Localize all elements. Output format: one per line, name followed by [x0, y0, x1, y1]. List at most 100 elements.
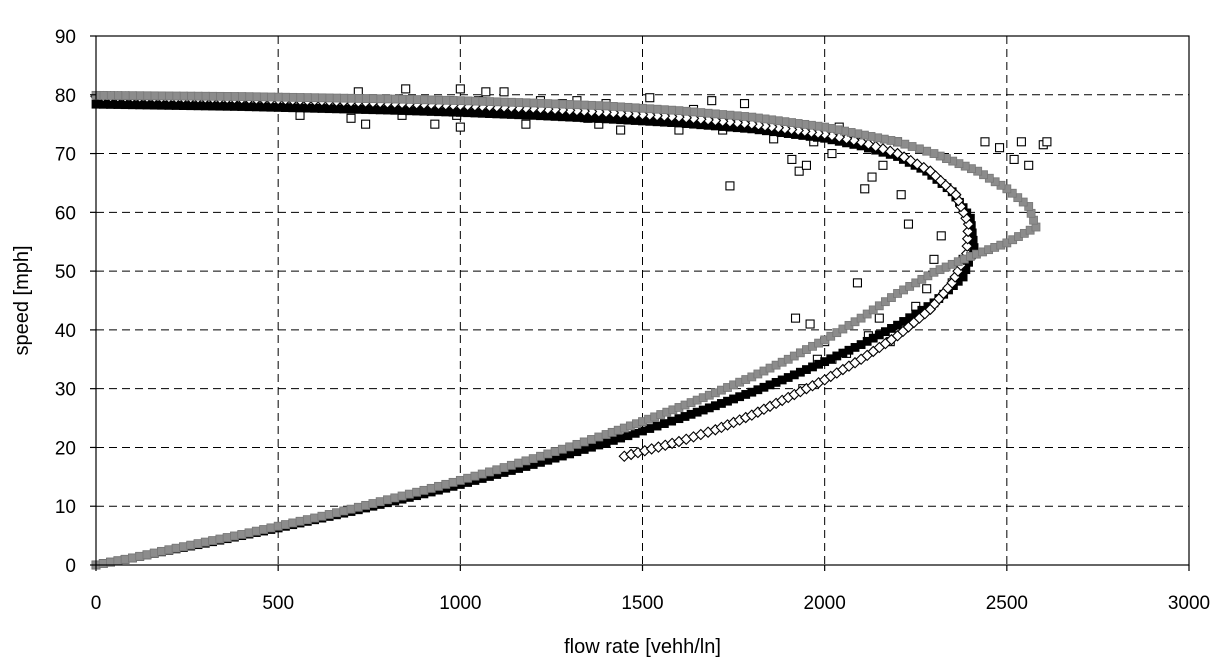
series-4-point [543, 99, 553, 108]
series-1-point [903, 219, 914, 229]
series-4-point [171, 543, 181, 553]
series-4-point [361, 500, 371, 510]
series-4-point [616, 102, 626, 112]
series-4-point [332, 508, 341, 518]
series-1-point [707, 96, 717, 106]
y-axis-title: speed [mph] [11, 245, 33, 355]
series-4-point [455, 96, 465, 106]
series-4-point [215, 91, 225, 101]
y-tick-label: 50 [55, 262, 76, 283]
series-4-point [317, 511, 327, 521]
series-4-point [310, 513, 320, 523]
series-4-point [266, 92, 276, 102]
series-4-point [426, 483, 436, 493]
series-1-point [867, 172, 877, 182]
series-4-point [368, 94, 378, 104]
series-4-point [222, 92, 232, 101]
series-4-point [353, 94, 363, 103]
data-points [90, 84, 1052, 570]
series-4-point [419, 95, 429, 105]
series-4-point [638, 103, 647, 113]
series-4-point [689, 107, 698, 117]
series-4-point [251, 526, 261, 536]
series-4-point [404, 95, 414, 104]
series-4-point [419, 485, 429, 495]
series-4-point [390, 493, 400, 503]
series-1-point [860, 184, 870, 194]
series-4-point [113, 91, 123, 100]
series-4-point [244, 528, 254, 538]
series-4-point [251, 92, 261, 102]
series-4-point [200, 91, 210, 101]
series-4-point [390, 94, 400, 104]
series-4-point [273, 92, 283, 102]
y-tick-label: 30 [55, 380, 76, 401]
series-4-point [237, 92, 247, 101]
series-4-point [572, 100, 582, 110]
x-tick-label: 3000 [1168, 593, 1210, 614]
series-4-point [514, 98, 524, 107]
series-4-point [448, 96, 458, 105]
series-4-point [230, 531, 239, 541]
series-4-point [346, 93, 356, 103]
series-4-point [273, 521, 283, 531]
series-4-point [455, 475, 465, 485]
series-4-point [1007, 188, 1017, 198]
series-2-point [594, 440, 604, 450]
series-4-point [375, 94, 385, 104]
series-3-point [961, 240, 973, 252]
series-4-point [900, 139, 910, 149]
series-1-point [401, 84, 411, 94]
series-1-point [805, 319, 815, 329]
series-2-point [638, 426, 647, 436]
x-tick-label: 1500 [621, 593, 663, 614]
series-1-point [929, 254, 939, 264]
series-4-point [120, 91, 130, 101]
curve-black-solid [95, 102, 976, 567]
series-4-point [907, 142, 917, 151]
series-4-point [149, 91, 159, 101]
series-1-point [616, 125, 626, 135]
series-1-point [521, 119, 531, 129]
series-4-point [441, 95, 451, 105]
series-2-point [616, 433, 626, 443]
series-1-point [455, 84, 465, 94]
series-4-point [1024, 202, 1034, 211]
series-4-point [339, 93, 349, 103]
series-4-point [470, 471, 480, 481]
series-4-point [113, 556, 123, 566]
series-4-point [528, 454, 538, 464]
series-4-point [499, 97, 509, 107]
series-4-point [208, 91, 217, 101]
series-4-point [718, 110, 728, 119]
series-4-point [179, 542, 188, 552]
series-4-point [288, 92, 298, 102]
series-4-point [536, 451, 545, 461]
y-tick-label: 20 [55, 438, 76, 459]
series-4-point [543, 449, 553, 459]
series-4-point [164, 545, 174, 555]
series-4-point [506, 97, 516, 107]
series-4-point [914, 144, 924, 154]
series-4-point [594, 101, 604, 111]
series-4-point [652, 104, 662, 114]
series-1-point [801, 160, 812, 170]
series-4-point [135, 551, 145, 561]
series-4-point [120, 554, 130, 564]
series-4-point [485, 97, 494, 106]
x-tick-label: 0 [91, 593, 102, 614]
series-4-point [463, 96, 473, 106]
series-4-point [288, 518, 298, 528]
series-4-point [383, 495, 392, 505]
series-4-point [485, 467, 494, 477]
series-2-point [608, 435, 618, 445]
series-1-point [852, 278, 863, 288]
series-4-point [157, 91, 166, 101]
series-3-point [961, 233, 974, 245]
series-1-point [361, 119, 371, 129]
series-4-point [157, 546, 166, 556]
series-4-point [332, 93, 341, 103]
series-4-point [142, 91, 152, 101]
series-4-point [710, 109, 720, 119]
series-4-point [302, 93, 312, 102]
